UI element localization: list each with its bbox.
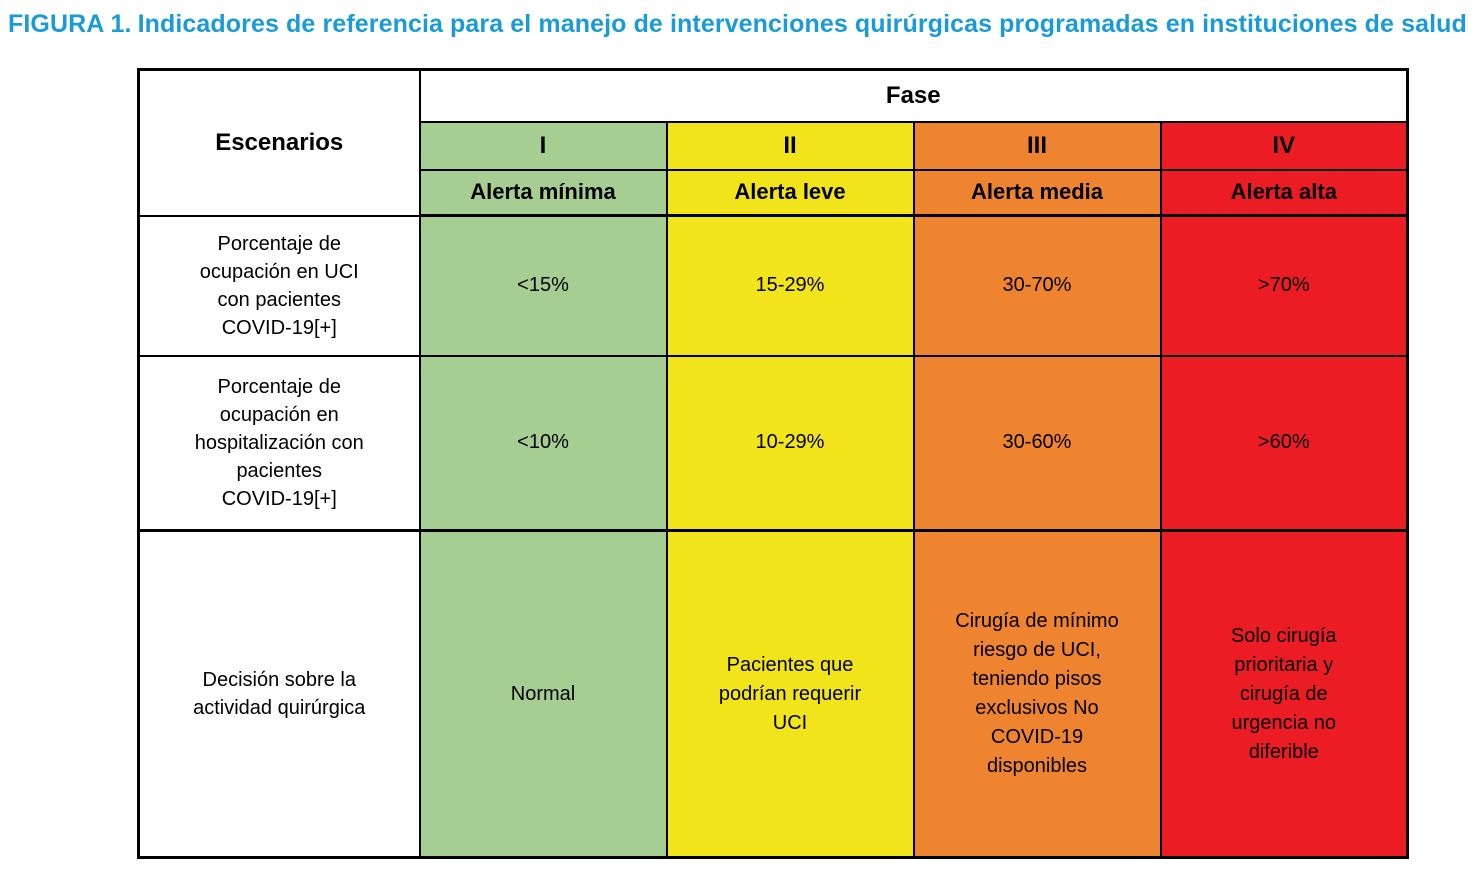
value-cell-uci-1: <15% (418, 214, 668, 357)
value-cell-hosp-1: <10% (418, 354, 668, 532)
value-cell-hosp-4: >60% (1159, 354, 1409, 532)
value-cell-decision-1: Normal (418, 529, 668, 859)
row-label-decision: Decisión sobre la actividad quirúrgica (137, 529, 421, 859)
figure-caption: FIGURA 1. Indicadores de referencia para … (8, 10, 1470, 39)
figure-table: Escenarios Fase I II III IV Alerta mínim… (137, 68, 1410, 859)
row-label-uci: Porcentaje de ocupación en UCI con pacie… (137, 214, 421, 357)
figure-title: Indicadores de referencia para el manejo… (137, 10, 1467, 38)
table-row-decision: Decisión sobre la actividad quirúrgica N… (137, 529, 1409, 859)
table-corner-header: Escenarios (137, 68, 421, 217)
phase-numeral-1: I (418, 120, 668, 171)
value-cell-decision-4: Solo cirugía prioritaria y cirugía de ur… (1159, 529, 1409, 859)
value-cell-uci-2: 15-29% (665, 214, 915, 357)
phase-numeral-3: III (912, 120, 1162, 171)
value-cell-uci-3: 30-70% (912, 214, 1162, 357)
phase-numeral-2: II (665, 120, 915, 171)
value-cell-hosp-2: 10-29% (665, 354, 915, 532)
phase-alert-label-2: Alerta leve (665, 168, 915, 217)
value-cell-uci-4: >70% (1159, 214, 1409, 357)
phase-numeral-4: IV (1159, 120, 1409, 171)
phase-alert-label-3: Alerta media (912, 168, 1162, 217)
phase-alert-label-4: Alerta alta (1159, 168, 1409, 217)
figure-label: FIGURA 1. (8, 10, 132, 38)
value-cell-decision-3: Cirugía de mínimo riesgo de UCI, teniend… (912, 529, 1162, 859)
fase-header: Fase (418, 68, 1409, 123)
value-cell-hosp-3: 30-60% (912, 354, 1162, 532)
table-row-uci: Porcentaje de ocupación en UCI con pacie… (137, 214, 1409, 357)
phase-alert-label-1: Alerta mínima (418, 168, 668, 217)
value-cell-decision-2: Pacientes que podrían requerir UCI (665, 529, 915, 859)
table-row-hospitalizacion: Porcentaje de ocupación en hospitalizaci… (137, 354, 1409, 532)
row-label-hospitalizacion: Porcentaje de ocupación en hospitalizaci… (137, 354, 421, 532)
